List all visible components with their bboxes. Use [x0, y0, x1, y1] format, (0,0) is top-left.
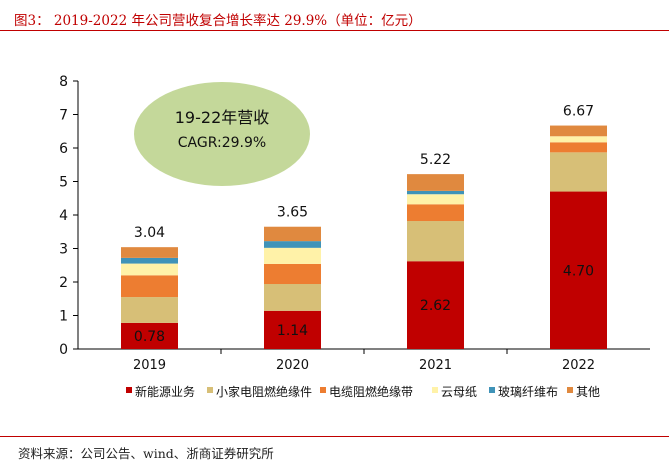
source-note: 资料来源：公司公告、wind、浙商证券研究所 [18, 446, 274, 461]
bar-segment-2019-3 [121, 263, 178, 276]
bar-total-label: 3.04 [134, 225, 165, 241]
bar-segment-2019-1 [121, 297, 178, 323]
y-tick-label: 4 [59, 208, 68, 224]
legend-label: 玻璃纤维布 [498, 385, 558, 399]
legend-label: 其他 [576, 385, 600, 399]
bar-segment-2021-1 [407, 221, 464, 262]
legend-swatch [567, 387, 573, 393]
y-tick-label: 1 [59, 309, 68, 325]
legend-label: 新能源业务 [135, 384, 195, 399]
legend-swatch [489, 387, 495, 393]
bar-segment-2022-1 [550, 152, 607, 192]
bar-segment-2019-5 [121, 247, 178, 258]
bar-total-label: 5.22 [420, 152, 451, 168]
cagr-annotation: 19-22年营收 CAGR:29.9% [134, 82, 310, 186]
y-tick-label: 3 [59, 242, 68, 258]
legend-swatch [320, 387, 326, 393]
stacked-bar-chart: 0 1 2 3 4 5 6 7 8 2019 2020 2021 2022 0.78 3.04 1.14 3.… [59, 74, 650, 399]
bar-segment-2020-1 [264, 284, 321, 311]
bar-segment-2022-2 [550, 142, 607, 153]
cagr-label-line2: CAGR:29.9% [178, 135, 266, 151]
bar-value-label: 4.70 [563, 263, 594, 279]
bar-segment-2021-4 [407, 190, 464, 195]
bar-segment-2021-2 [407, 204, 464, 222]
y-tick-label: 8 [59, 74, 68, 90]
bar-segment-2020-5 [264, 226, 321, 242]
bar-segment-2020-4 [264, 241, 321, 248]
bar-segment-2021-3 [407, 194, 464, 205]
legend-label: 小家电阻燃绝缘件 [216, 384, 312, 399]
bar-value-label: 0.78 [134, 329, 165, 345]
legend-label: 云母纸 [441, 385, 477, 399]
bar-segment-2019-4 [121, 257, 178, 264]
y-tick-label: 7 [59, 108, 68, 124]
x-tick-label: 2022 [562, 358, 595, 373]
bar-segment-2022-5 [550, 125, 607, 137]
bar-stacks: 0.78 3.04 1.14 3.65 2.62 5.22 4.70 6.67 [121, 104, 607, 349]
bar-segment-2021-0 [407, 261, 464, 349]
bar-segment-2020-0 [264, 310, 321, 349]
y-tick-label: 6 [59, 141, 68, 157]
legend-swatch [126, 387, 132, 393]
legend-swatch [432, 387, 438, 393]
legend-label: 电缆阻燃绝缘带 [329, 384, 413, 399]
bar-segment-2019-2 [121, 275, 178, 298]
cagr-ellipse [134, 82, 310, 186]
bar-segment-2019-0 [121, 322, 178, 349]
x-tick-label: 2019 [133, 358, 166, 373]
chart-legend: 新能源业务 小家电阻燃绝缘件 电缆阻燃绝缘带 云母纸 玻璃纤维布 其他 [126, 384, 600, 399]
y-tick-label: 0 [59, 342, 68, 358]
bar-value-label: 2.62 [420, 298, 451, 314]
bar-value-label: 1.14 [277, 323, 308, 339]
bar-segment-2020-3 [264, 247, 321, 264]
x-tick-label: 2020 [276, 358, 309, 373]
figure-title: 图3： 2019-2022 年公司营收复合增长率达 29.9%（单位：亿元） [14, 13, 422, 29]
cagr-label-line1: 19-22年营收 [175, 108, 270, 127]
y-tick-label: 5 [59, 175, 68, 191]
x-tick-label: 2021 [419, 358, 452, 373]
bar-segment-2022-0 [550, 191, 607, 349]
source-rule [0, 436, 669, 437]
legend-swatch [207, 387, 213, 393]
bar-segment-2021-5 [407, 174, 464, 191]
title-rule [0, 30, 669, 31]
y-tick-label: 2 [59, 275, 68, 291]
bar-segment-2020-2 [264, 263, 321, 285]
bar-total-label: 6.67 [563, 104, 594, 120]
bar-total-label: 3.65 [277, 205, 308, 221]
bar-segment-2022-3 [550, 136, 607, 143]
